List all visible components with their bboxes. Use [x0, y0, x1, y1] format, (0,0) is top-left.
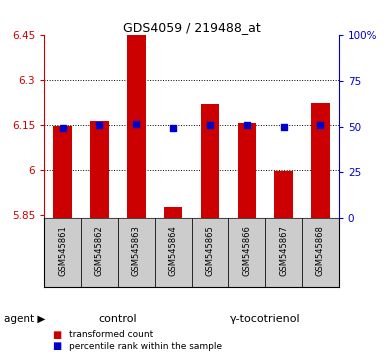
Text: GSM545867: GSM545867	[279, 225, 288, 276]
Point	[244, 122, 250, 128]
Text: ■: ■	[52, 341, 61, 351]
Text: transformed count: transformed count	[69, 330, 154, 339]
Bar	[90, 121, 109, 218]
Bar	[118, 218, 155, 287]
Point	[170, 125, 176, 131]
Bar	[238, 123, 256, 218]
Text: GSM545866: GSM545866	[242, 225, 251, 276]
Point	[133, 121, 139, 127]
Bar	[275, 171, 293, 218]
Bar	[265, 218, 302, 287]
Bar	[228, 218, 265, 287]
Bar	[44, 218, 81, 287]
Text: GSM545865: GSM545865	[206, 225, 214, 276]
Bar	[302, 218, 339, 287]
Bar	[54, 126, 72, 218]
Text: γ-tocotrienol: γ-tocotrienol	[230, 314, 300, 324]
Bar	[201, 104, 219, 218]
Text: ■: ■	[52, 330, 61, 339]
Title: GDS4059 / 219488_at: GDS4059 / 219488_at	[123, 21, 260, 34]
Text: GSM545864: GSM545864	[169, 225, 177, 276]
Text: GSM545861: GSM545861	[58, 225, 67, 276]
Bar	[164, 207, 182, 218]
Bar	[81, 218, 118, 287]
Bar	[311, 103, 330, 218]
Point	[281, 124, 287, 130]
Bar	[192, 218, 228, 287]
Text: agent ▶: agent ▶	[4, 314, 45, 324]
Point	[60, 125, 66, 131]
Bar	[155, 218, 192, 287]
Point	[207, 122, 213, 128]
Bar	[127, 35, 146, 218]
Text: percentile rank within the sample: percentile rank within the sample	[69, 342, 223, 351]
Text: control: control	[99, 314, 137, 324]
Point	[317, 122, 323, 128]
Point	[96, 122, 102, 128]
Text: GSM545863: GSM545863	[132, 225, 141, 276]
Text: GSM545868: GSM545868	[316, 225, 325, 276]
Text: GSM545862: GSM545862	[95, 225, 104, 276]
